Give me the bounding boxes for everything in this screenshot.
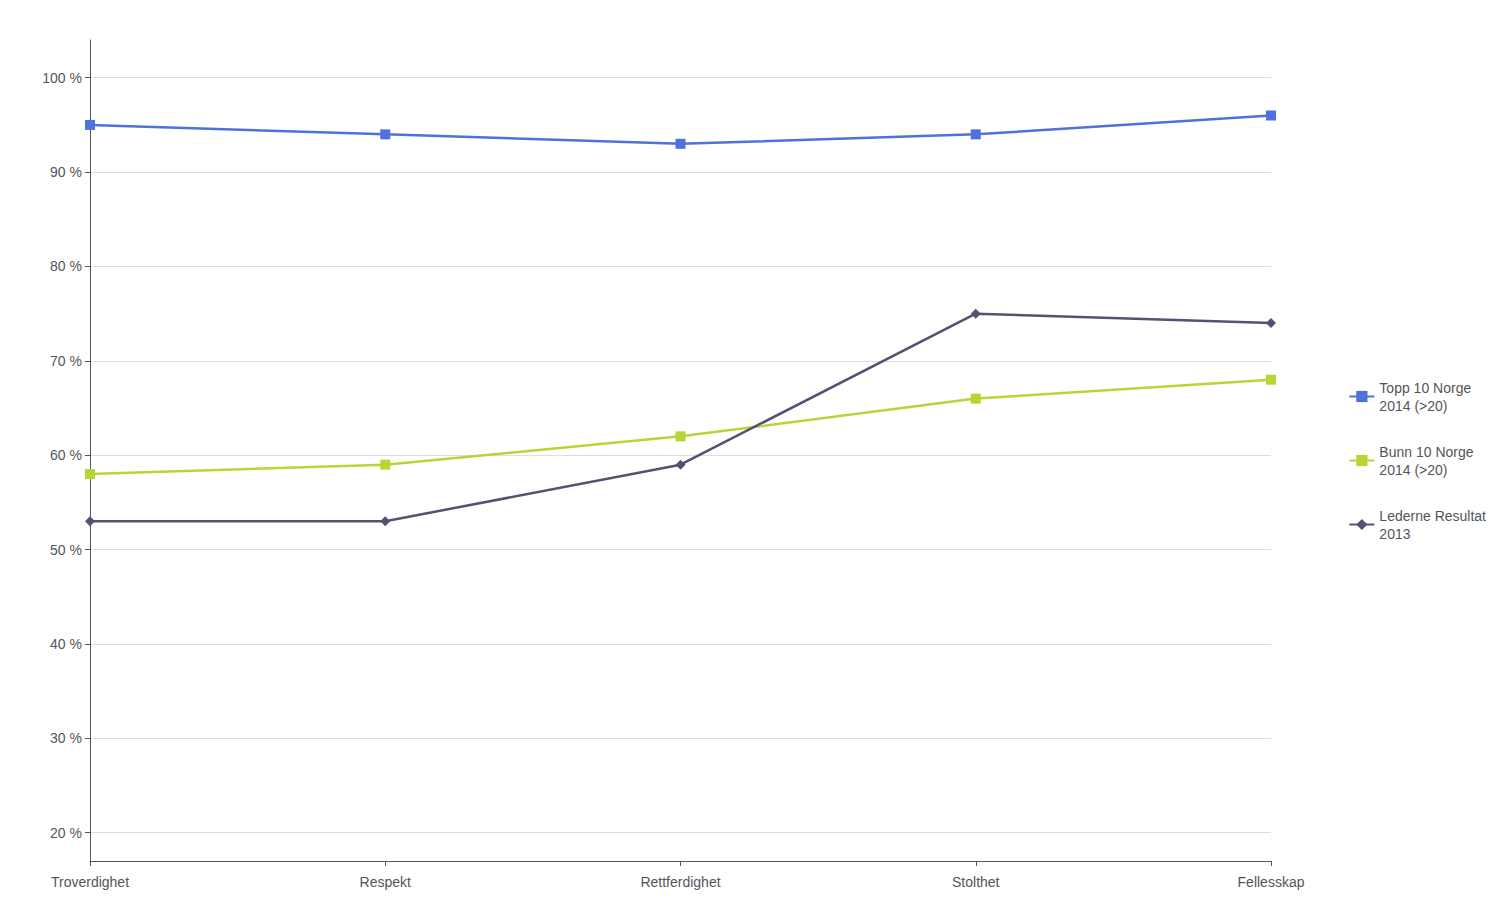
svg-text:2014 (>20): 2014 (>20) xyxy=(1379,398,1447,414)
svg-text:2014 (>20): 2014 (>20) xyxy=(1379,462,1447,478)
svg-text:Lederne Resultat: Lederne Resultat xyxy=(1379,508,1486,524)
svg-text:80 %: 80 % xyxy=(50,258,82,274)
svg-text:30 %: 30 % xyxy=(50,730,82,746)
svg-text:50 %: 50 % xyxy=(50,542,82,558)
svg-text:Stolthet: Stolthet xyxy=(952,874,1000,890)
svg-text:Bunn 10 Norge: Bunn 10 Norge xyxy=(1379,444,1473,460)
svg-text:Troverdighet: Troverdighet xyxy=(51,874,129,890)
svg-text:70 %: 70 % xyxy=(50,353,82,369)
svg-text:Fellesskap: Fellesskap xyxy=(1238,874,1305,890)
svg-text:Respekt: Respekt xyxy=(360,874,411,890)
svg-text:20 %: 20 % xyxy=(50,825,82,841)
svg-text:Rettferdighet: Rettferdighet xyxy=(640,874,720,890)
svg-text:60 %: 60 % xyxy=(50,447,82,463)
svg-text:100 %: 100 % xyxy=(42,70,82,86)
svg-text:40 %: 40 % xyxy=(50,636,82,652)
svg-text:2013: 2013 xyxy=(1379,526,1410,542)
svg-text:Topp 10 Norge: Topp 10 Norge xyxy=(1379,380,1471,396)
svg-text:90 %: 90 % xyxy=(50,164,82,180)
